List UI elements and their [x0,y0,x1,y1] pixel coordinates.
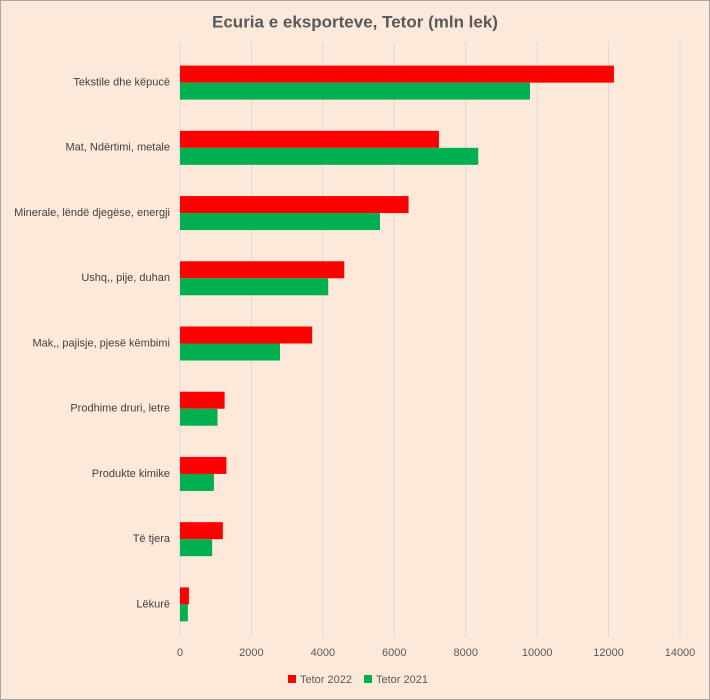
y-tick-label: Ushq,, pije, duhan [81,272,170,284]
y-tick-label: Minerale, lëndë djegëse, energji [14,207,170,219]
x-tick-label: 10000 [522,647,553,659]
legend-swatch [364,675,372,683]
y-tick-label: Mat, Ndërtimi, metale [65,142,170,154]
bar [180,604,188,622]
x-tick-label: 14000 [665,647,696,659]
x-tick-label: 12000 [593,647,624,659]
bar [180,343,280,361]
legend-label: Tetor 2022 [300,674,352,686]
bar [180,213,380,231]
y-tick-label: Të tjera [133,533,171,545]
chart-title: Ecuria e eksporteve, Tetor (mln lek) [212,12,498,31]
bar [180,82,530,100]
y-tick-label: Produkte kimike [92,468,170,480]
bar [180,196,409,214]
bar [180,408,218,426]
bar [180,130,439,148]
bar [180,587,189,605]
bar [180,261,345,279]
legend-swatch [288,675,296,683]
legend-label: Tetor 2021 [376,674,428,686]
x-tick-label: 4000 [311,647,335,659]
bar [180,539,213,557]
y-tick-label: Prodhime druri, letre [70,403,170,415]
bar [180,522,223,540]
bar [180,391,225,409]
x-tick-label: 6000 [382,647,406,659]
bar [180,473,214,491]
y-tick-label: Lëkurë [136,598,170,610]
bar [180,65,614,83]
bar [180,456,227,474]
bar [180,326,313,344]
x-tick-label: 0 [177,647,183,659]
y-tick-label: Tekstile dhe këpucë [73,77,170,89]
y-tick-label: Mak,, pajisje, pjesë këmbimi [32,337,170,349]
bar [180,278,329,296]
x-tick-label: 2000 [239,647,263,659]
x-tick-label: 8000 [453,647,477,659]
bar [180,147,479,165]
